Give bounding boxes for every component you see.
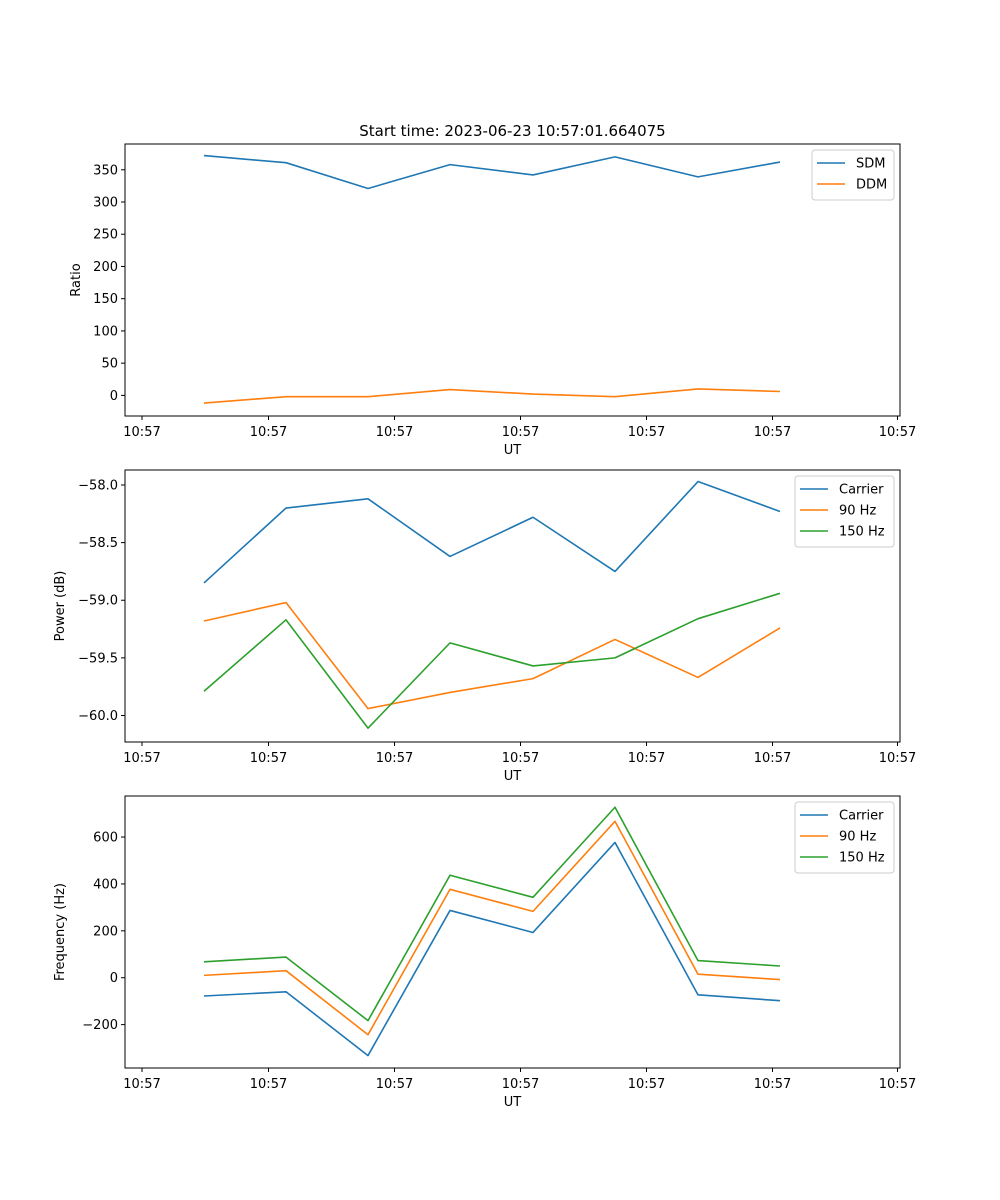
series-line-90-hz [203, 601, 781, 710]
series-line-90-hz [203, 820, 781, 1036]
legend: Carrier 90 Hz 150 Hz [794, 475, 895, 548]
x-tick-label: 10:57 [123, 425, 160, 440]
y-tick-label: −59.5 [78, 651, 118, 666]
y-axis-label: Ratio [69, 263, 84, 296]
series-line-carrier [203, 480, 781, 584]
frequency-panel: −200 0 200 400 600 10:57 10:57 10:57 10:57 10:57 1… [53, 795, 916, 1110]
x-tick-label: 10:57 [754, 751, 791, 766]
y-tick-label: −200 [82, 1018, 118, 1033]
legend-label: DDM [856, 178, 887, 193]
x-tick-label: 10:57 [879, 751, 916, 766]
series-line-sdm [203, 154, 781, 190]
legend-label: 90 Hz [839, 830, 876, 845]
y-tick-label: 200 [93, 924, 118, 939]
x-axis-label: UT [504, 443, 522, 458]
x-tick-label: 10:57 [628, 751, 665, 766]
y-tick-label: 250 [93, 228, 118, 243]
y-tick-label: 350 [93, 163, 118, 178]
x-tick-label: 10:57 [754, 425, 791, 440]
y-tick-label: 300 [93, 196, 118, 211]
legend-box [794, 801, 895, 874]
y-tick-label: −60.0 [78, 709, 118, 724]
x-tick-label: 10:57 [502, 425, 539, 440]
y-tick-label: 100 [93, 324, 118, 339]
legend-label: SDM [856, 157, 885, 172]
x-tick-label: 10:57 [502, 1077, 539, 1092]
legend-label: 150 Hz [839, 525, 885, 540]
axes-frame [124, 469, 901, 743]
series-line-carrier [203, 841, 781, 1057]
series-line-150-hz [203, 592, 781, 729]
x-tick-label: 10:57 [250, 751, 287, 766]
power-panel: −60.0 −59.5 −59.0 −58.5 −58.0 10:57 10:57 10:57… [53, 469, 916, 784]
legend: SDM DDM [811, 149, 895, 201]
y-tick-label: 0 [110, 971, 118, 986]
y-tick-label: 50 [101, 357, 118, 372]
x-tick-label: 10:57 [376, 751, 413, 766]
legend-label: 150 Hz [839, 851, 885, 866]
x-tick-label: 10:57 [628, 425, 665, 440]
y-tick-label: −59.0 [78, 594, 118, 609]
axes-frame [124, 143, 901, 417]
chart-title: Start time: 2023-06-23 10:57:01.664075 [359, 122, 665, 140]
x-tick-label: 10:57 [879, 1077, 916, 1092]
legend: Carrier 90 Hz 150 Hz [794, 801, 895, 874]
x-tick-label: 10:57 [502, 751, 539, 766]
y-tick-label: 400 [93, 877, 118, 892]
legend-box [794, 475, 895, 548]
legend-label: Carrier [839, 483, 884, 498]
x-axis-label: UT [504, 769, 522, 784]
x-tick-label: 10:57 [879, 425, 916, 440]
y-tick-label: 600 [93, 831, 118, 846]
y-axis-label: Frequency (Hz) [53, 883, 68, 981]
x-tick-label: 10:57 [628, 1077, 665, 1092]
y-tick-label: 0 [110, 389, 118, 404]
axes-frame [124, 795, 901, 1069]
y-axis-label: Power (dB) [53, 571, 68, 642]
x-tick-label: 10:57 [250, 425, 287, 440]
y-tick-label: 200 [93, 260, 118, 275]
x-tick-label: 10:57 [376, 1077, 413, 1092]
series-line-150-hz [203, 806, 781, 1022]
y-tick-label: 150 [93, 292, 118, 307]
x-tick-label: 10:57 [250, 1077, 287, 1092]
x-tick-label: 10:57 [376, 425, 413, 440]
x-tick-label: 10:57 [123, 1077, 160, 1092]
ratio-panel: 0 50 100 150 200 250 300 350 10:57 10:57 10:57 10:5… [69, 143, 916, 458]
y-tick-label: −58.0 [78, 478, 118, 493]
x-axis-label: UT [504, 1095, 522, 1110]
x-tick-label: 10:57 [754, 1077, 791, 1092]
legend-label: Carrier [839, 809, 884, 824]
x-tick-label: 10:57 [123, 751, 160, 766]
legend-label: 90 Hz [839, 504, 876, 519]
y-tick-label: −58.5 [78, 536, 118, 551]
series-line-ddm [203, 388, 781, 404]
